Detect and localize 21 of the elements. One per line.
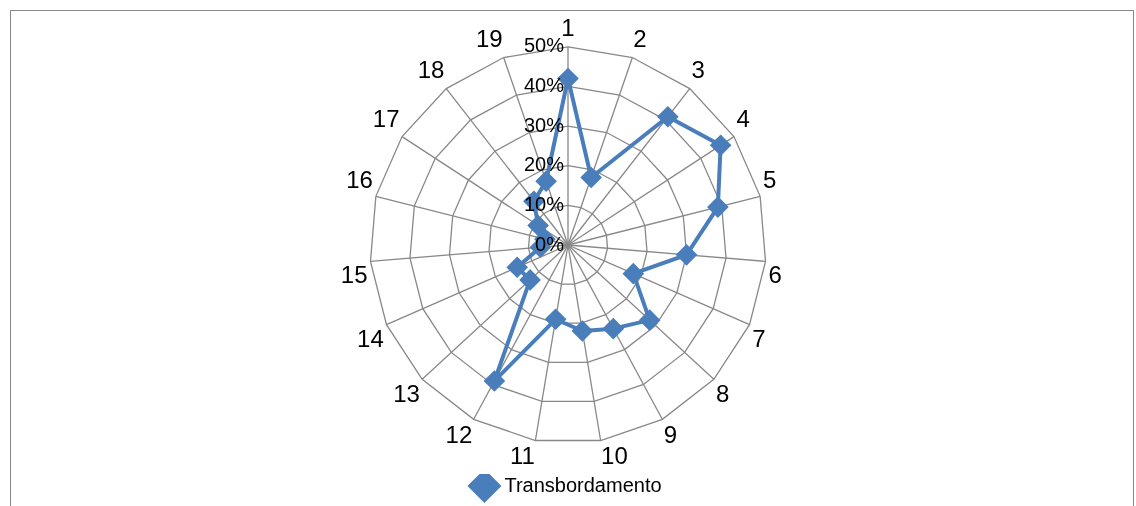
spoke-label: 15 — [340, 260, 368, 288]
spoke-label: 4 — [736, 105, 750, 133]
spoke-label: 14 — [357, 324, 384, 352]
spoke-label: 9 — [663, 420, 678, 448]
spoke-label: 7 — [752, 324, 766, 352]
spoke-label: 8 — [716, 380, 730, 408]
spoke-label: 5 — [763, 165, 777, 193]
spoke-label: 6 — [768, 260, 782, 288]
spoke-label: 17 — [372, 105, 400, 133]
spoke-label: 16 — [346, 165, 373, 193]
spoke-label: 12 — [445, 420, 473, 448]
spoke-label: 3 — [691, 56, 705, 84]
spoke-label: 19 — [475, 24, 503, 52]
spoke-label: 18 — [417, 56, 445, 84]
y-tick-label: 40% — [523, 73, 565, 96]
spoke-label: 1 — [561, 14, 575, 42]
legend-label: Transbordamento — [504, 473, 662, 496]
spoke-label: 10 — [601, 442, 628, 470]
spoke-label: 11 — [509, 442, 535, 470]
spoke-label: 13 — [393, 380, 420, 408]
spoke-label: 2 — [633, 24, 647, 52]
